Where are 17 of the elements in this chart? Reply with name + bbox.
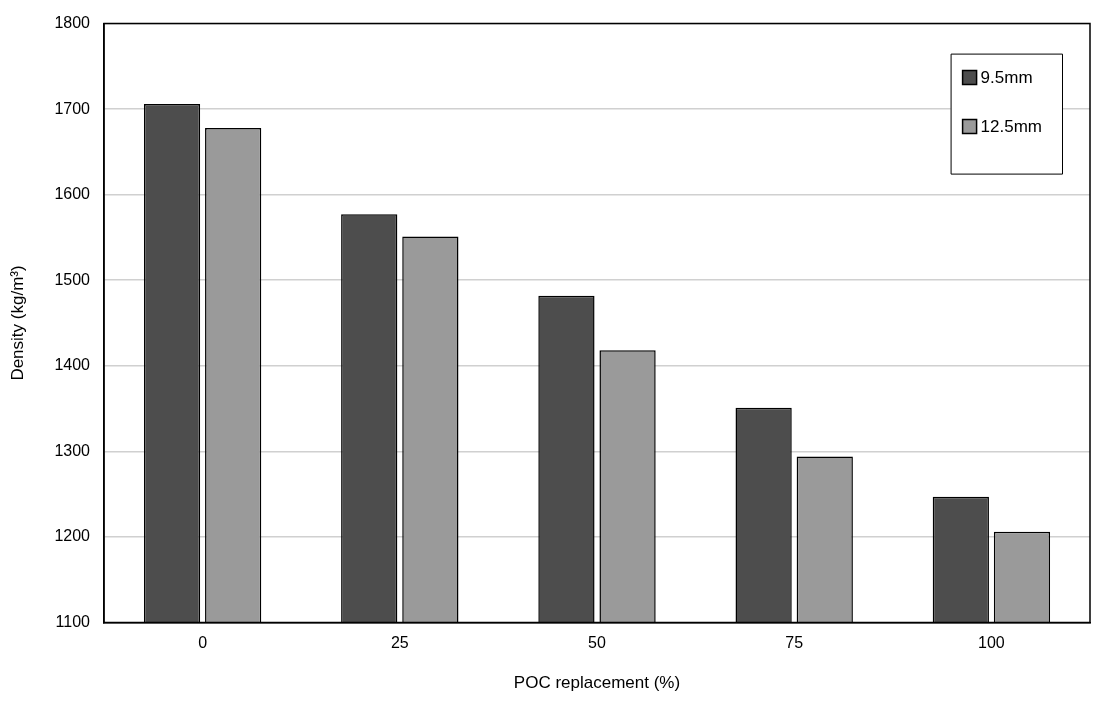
x-tick-label: 100 [978, 634, 1005, 652]
x-tick-label: 50 [588, 634, 606, 652]
y-tick-label: 1200 [54, 527, 91, 545]
y-axis-title: Density (kg/m³) [7, 265, 27, 381]
y-tick-label: 1500 [54, 270, 91, 288]
y-tick-label: 1300 [54, 441, 91, 459]
y-tick-label: 1600 [54, 185, 91, 203]
y-tick-label: 1800 [54, 14, 91, 32]
y-tick-label: 1400 [54, 356, 91, 374]
x-tick-label: 75 [785, 634, 804, 652]
y-tick-label: 1100 [55, 612, 91, 630]
x-tick-label: 0 [198, 634, 208, 652]
x-axis-title: POC replacement (%) [513, 673, 681, 693]
legend-label: 9.5mm [980, 68, 1033, 88]
legend-label: 12.5mm [980, 117, 1043, 137]
y-tick-label: 1700 [54, 99, 91, 117]
x-tick-label: 25 [390, 634, 409, 652]
